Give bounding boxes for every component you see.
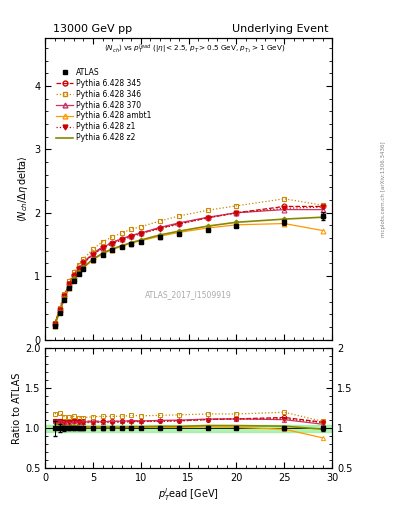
Y-axis label: Ratio to ATLAS: Ratio to ATLAS xyxy=(12,373,22,444)
Text: $\langle N_{ch}\rangle$ vs $p_T^{lead}$ ($|\eta| < 2.5$, $p_T > 0.5$ GeV, $p_{T_: $\langle N_{ch}\rangle$ vs $p_T^{lead}$ … xyxy=(104,43,285,56)
Text: mcplots.cern.ch [arXiv:1306.3436]: mcplots.cern.ch [arXiv:1306.3436] xyxy=(381,141,386,237)
Legend: ATLAS, Pythia 6.428 345, Pythia 6.428 346, Pythia 6.428 370, Pythia 6.428 ambt1,: ATLAS, Pythia 6.428 345, Pythia 6.428 34… xyxy=(55,67,153,144)
Bar xyxy=(45,425,332,432)
X-axis label: $p_{T}^{l}$ead [GeV]: $p_{T}^{l}$ead [GeV] xyxy=(158,486,219,503)
Text: 13000 GeV pp: 13000 GeV pp xyxy=(53,24,132,34)
Y-axis label: $\langle N_{ch}/ \Delta\eta\,\mathrm{delta}\rangle$: $\langle N_{ch}/ \Delta\eta\,\mathrm{del… xyxy=(16,156,30,222)
Text: Underlying Event: Underlying Event xyxy=(231,24,328,34)
Text: ATLAS_2017_I1509919: ATLAS_2017_I1509919 xyxy=(145,290,232,299)
